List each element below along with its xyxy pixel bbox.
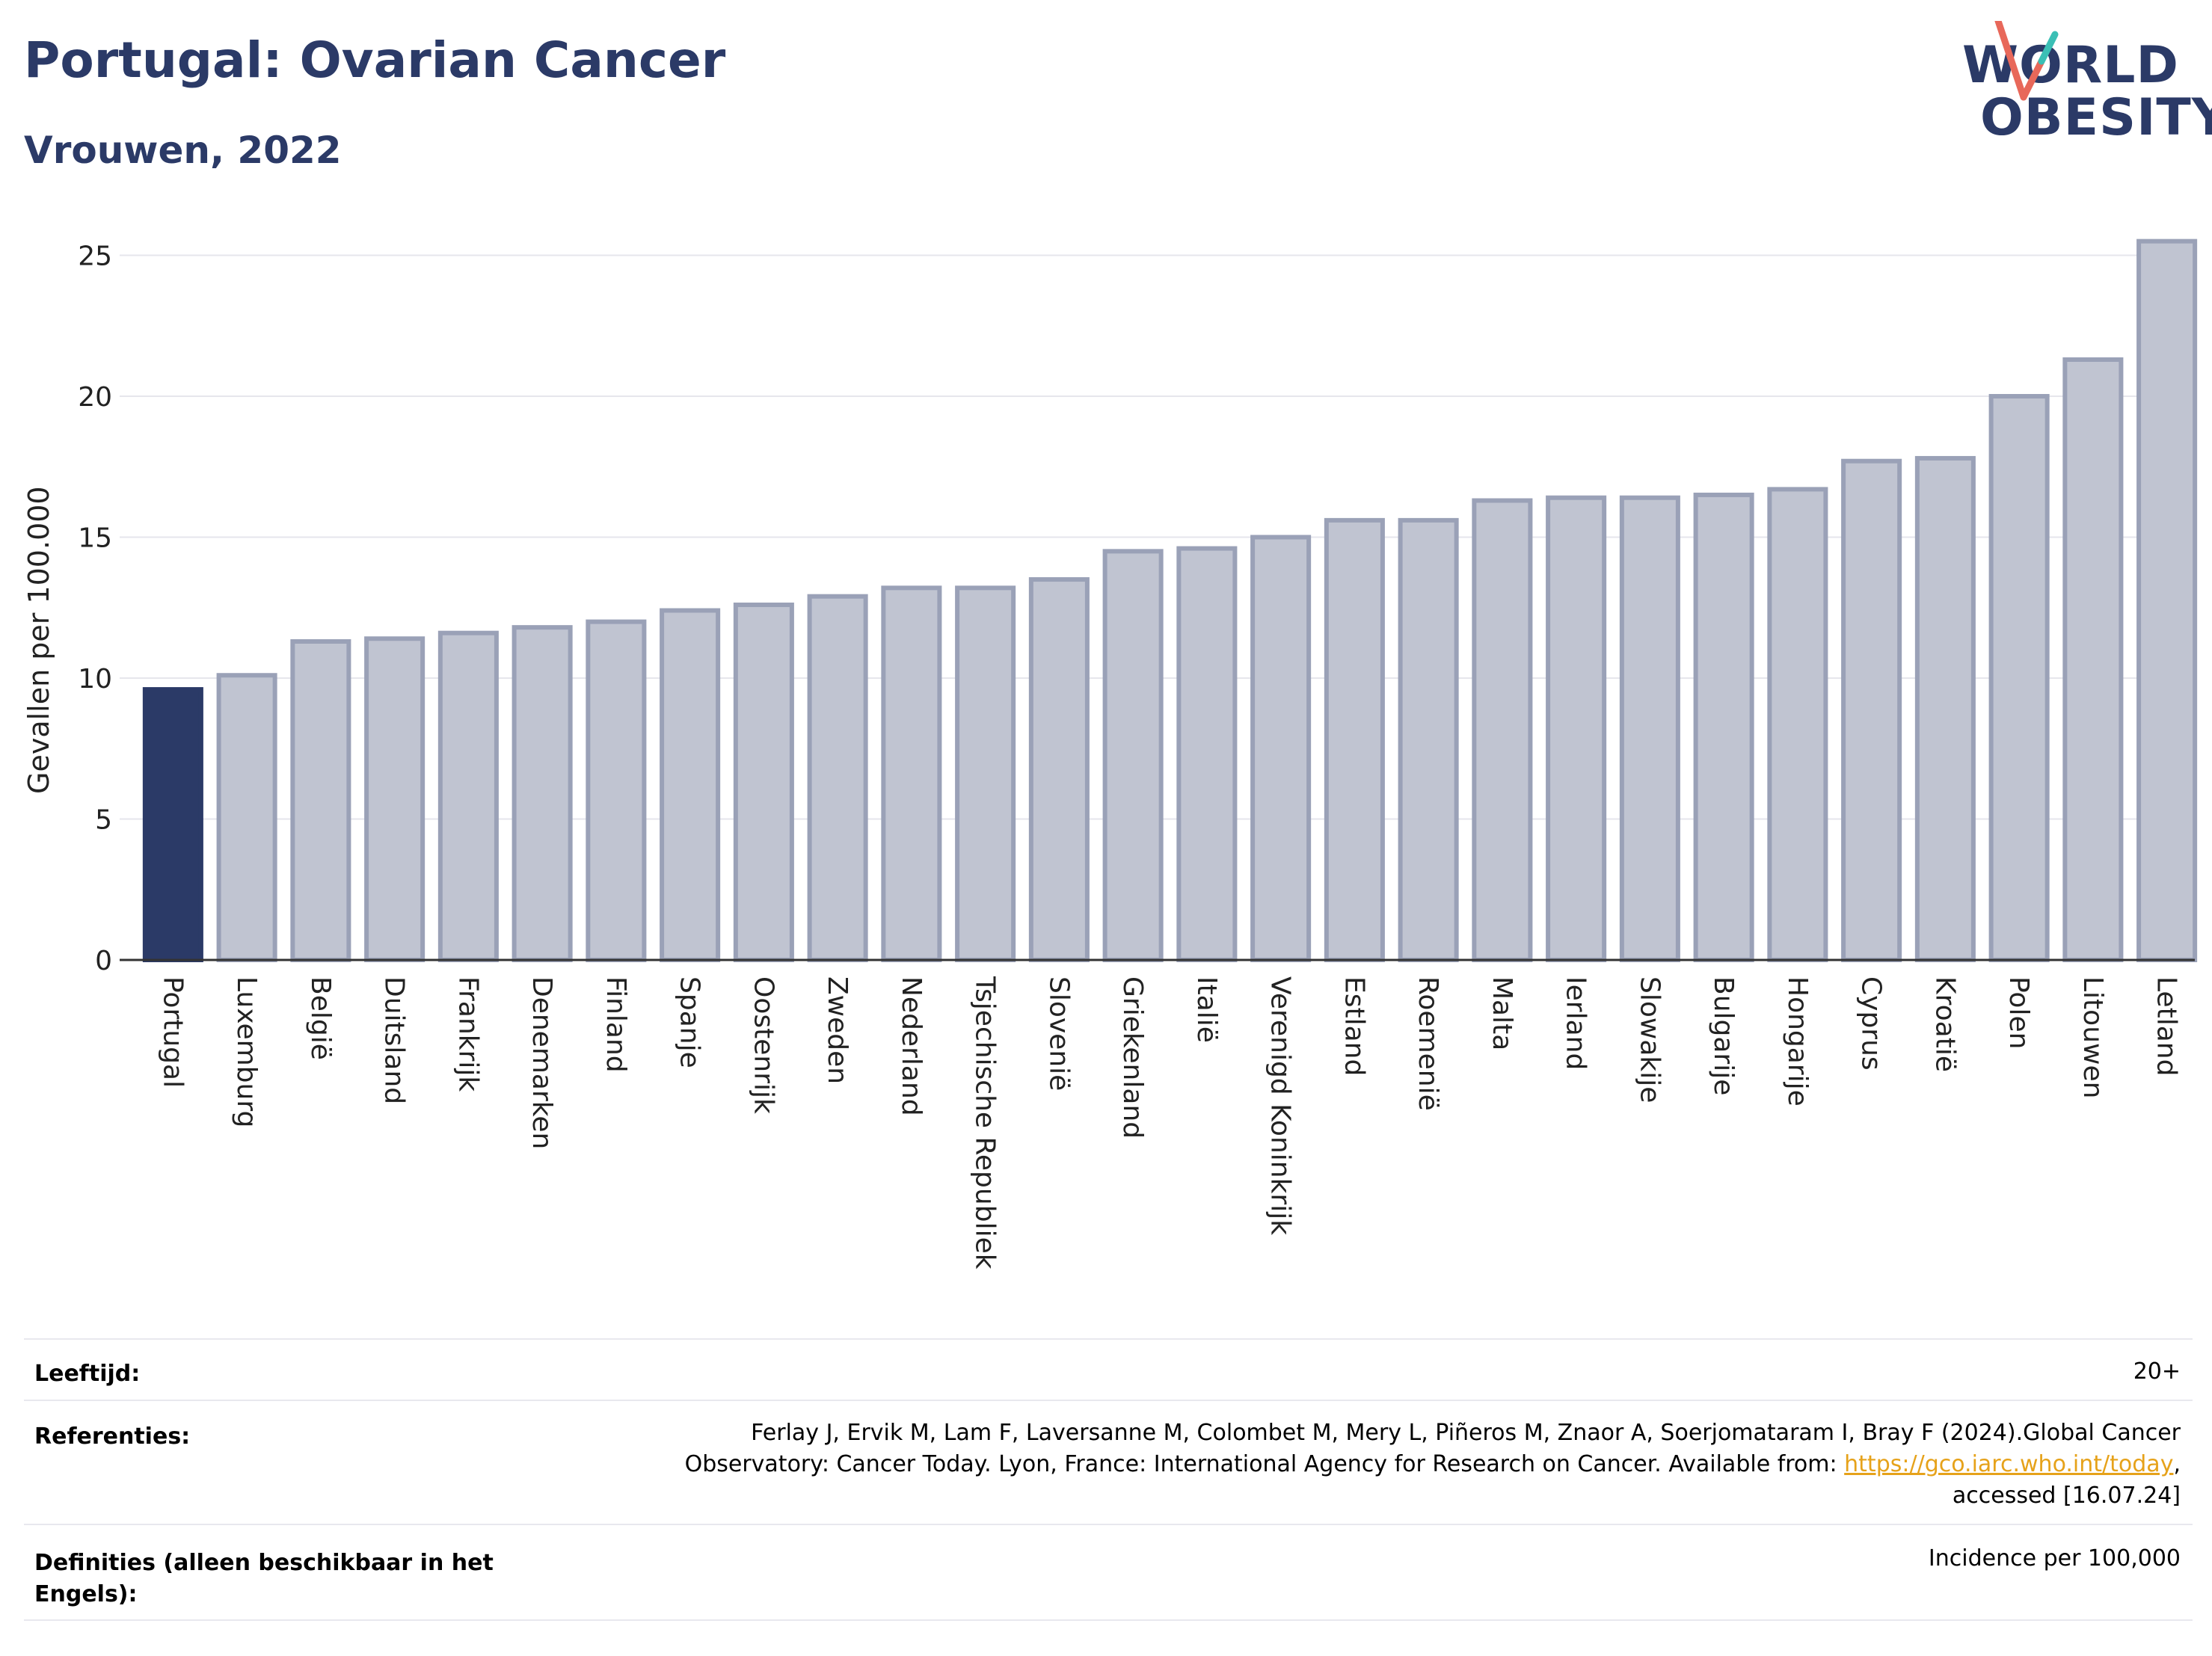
bar-10 — [881, 585, 942, 962]
logo-line-1: WORLD — [1962, 36, 2179, 95]
bar-17 — [1398, 517, 1459, 962]
bar-1 — [216, 673, 277, 962]
info-row-age: Leeftijd: 20+ — [24, 1338, 2193, 1400]
bar-22 — [1767, 487, 1828, 963]
bar-8 — [733, 602, 794, 962]
x-tick-label: Italië — [1191, 976, 1222, 1043]
x-tick-label: Kroatië — [1929, 976, 1960, 1072]
bar-5 — [511, 625, 573, 962]
x-tick-label: Cyprus — [1856, 976, 1887, 1071]
bar-18 — [1472, 498, 1533, 962]
x-tick-label: Verenigd Koninkrijk — [1265, 976, 1296, 1235]
bar-0 — [142, 687, 203, 963]
x-tick-label: Tsjechische Republiek — [970, 976, 1001, 1269]
definitions-label: Definities (alleen beschikbaar in het En… — [34, 1550, 494, 1607]
y-tick-label: 5 — [95, 805, 112, 836]
age-label: Leeftijd: — [34, 1361, 141, 1387]
x-tick-label: Letland — [2151, 976, 2182, 1076]
bar-21 — [1693, 492, 1754, 962]
bar-3 — [364, 636, 425, 962]
y-tick-label: 20 — [78, 382, 112, 413]
x-tick-label: Slovenië — [1043, 976, 1074, 1091]
x-tick-label: Polen — [2003, 976, 2034, 1049]
x-tick-label: Estland — [1339, 976, 1369, 1076]
x-tick-label: Griekenland — [1117, 976, 1148, 1139]
bar-16 — [1324, 517, 1385, 962]
x-tick-label: Ierland — [1561, 976, 1591, 1070]
y-tick-label: 0 — [95, 946, 112, 976]
age-value: 20+ — [2133, 1358, 2181, 1385]
page-subtitle: Vrouwen, 2022 — [24, 129, 342, 172]
x-tick-label: Hongarije — [1782, 976, 1813, 1106]
x-tick-label: Zweden — [822, 976, 852, 1084]
bar-14 — [1176, 546, 1238, 962]
bar-2 — [290, 638, 351, 962]
bar-9 — [807, 594, 868, 962]
page-title: Portugal: Ovarian Cancer — [24, 31, 726, 89]
references-label: Referenties: — [34, 1423, 191, 1450]
world-obesity-logo: WORLD OBESITY — [1944, 21, 2212, 163]
bar-12 — [1028, 577, 1090, 962]
y-tick-label: 25 — [78, 241, 112, 272]
bar-11 — [955, 585, 1016, 962]
bar-4 — [437, 630, 499, 962]
x-tick-label: Duitsland — [379, 976, 410, 1104]
bar-15 — [1250, 535, 1312, 962]
x-tick-label: Oostenrijk — [748, 976, 778, 1114]
y-tick-label: 15 — [78, 523, 112, 554]
references-line-3: accessed [16.07.24] — [1952, 1483, 2181, 1509]
references-value: Ferlay J, Ervik M, Lam F, Laversanne M, … — [685, 1418, 2181, 1512]
bar-26 — [2062, 357, 2124, 963]
x-tick-label: België — [305, 976, 336, 1060]
logo-slash-icon — [1994, 21, 2059, 101]
bar-27 — [2136, 238, 2198, 962]
x-tick-label: Litouwen — [2077, 976, 2108, 1098]
bar-7 — [660, 608, 721, 963]
table-bottom-border — [24, 1619, 2193, 1621]
y-axis-label: Gevallen per 100.000 — [22, 486, 55, 794]
bar-19 — [1546, 495, 1607, 963]
x-tick-label: Portugal — [157, 976, 188, 1088]
y-tick-label: 10 — [78, 664, 112, 695]
references-line-2: Observatory: Cancer Today. Lyon, France:… — [684, 1451, 2181, 1477]
gco-link[interactable]: https://gco.iarc.who.int/today — [1844, 1451, 2174, 1477]
x-tick-label: Luxemburg — [231, 976, 262, 1127]
bar-23 — [1841, 458, 1902, 962]
bar-chart: 0 5 10 15 20 25 Portugal Luxemburg België Duitsla… — [78, 238, 2198, 1269]
bar-25 — [1988, 394, 2050, 962]
bar-13 — [1102, 549, 1164, 963]
definitions-value: Incidence per 100,000 — [1928, 1545, 2181, 1572]
x-tick-label: Bulgarije — [1708, 976, 1739, 1095]
info-row-definitions: Definities (alleen beschikbaar in het En… — [24, 1524, 2193, 1621]
info-row-references: Referenties: Ferlay J, Ervik M, Lam F, L… — [24, 1400, 2193, 1524]
x-tick-label: Malta — [1487, 976, 1517, 1050]
references-line-1: Ferlay J, Ervik M, Lam F, Laversanne M, … — [751, 1420, 2181, 1446]
x-tick-label: Denemarken — [526, 976, 557, 1149]
logo-line-2: OBESITY — [1980, 88, 2212, 147]
bar-20 — [1619, 495, 1680, 963]
bar-24 — [1914, 455, 1976, 962]
x-tick-label: Spanje — [675, 976, 705, 1068]
x-tick-label: Frankrijk — [452, 976, 483, 1092]
x-tick-label: Finland — [600, 976, 631, 1073]
x-tick-label: Nederland — [896, 976, 927, 1116]
bar-6 — [586, 619, 647, 962]
x-tick-label: Slowakije — [1634, 976, 1665, 1103]
x-tick-label: Roemenië — [1413, 976, 1443, 1111]
